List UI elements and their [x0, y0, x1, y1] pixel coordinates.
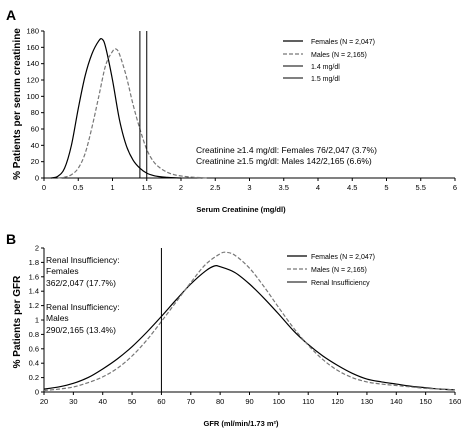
panel-b-x-tick-label: 110 — [302, 397, 314, 406]
panel-b-legend: Females (N = 2,047) Males (N = 2,165) Re… — [287, 254, 375, 287]
panel-a-x-tick-label: 5.5 — [416, 183, 426, 192]
legend-label-males: Males (N = 2,165) — [311, 52, 367, 59]
panel-a-x-tick-label: 1.5 — [142, 183, 152, 192]
panel-b-curves — [43, 248, 456, 392]
panel-b-x-tick-label: 160 — [449, 397, 462, 406]
panel-a-series-males-n-2-165-curve — [57, 48, 209, 179]
annotation-females-value: 362/2,047 (17.7%) — [46, 278, 116, 288]
legend-label-renal: Renal Insufficiency — [311, 280, 370, 287]
panel-a-y-tick-label: 180 — [26, 27, 39, 36]
panel-b-x-tick-label: 130 — [361, 397, 374, 406]
panel-b-x-tick-label: 60 — [157, 397, 165, 406]
panel-a-x-tick-label: 6 — [453, 183, 457, 192]
panel-b-y-axis-label: % Patients per GFR — [12, 275, 23, 369]
panel-b-x-tick-label: 40 — [99, 397, 107, 406]
panel-a-legend: Females (N = 2,047) Males (N = 2,165) 1.… — [283, 39, 375, 83]
panel-a-y-tick-label: 0 — [35, 174, 39, 183]
panel-a-y-tick-label: 100 — [26, 92, 39, 101]
panel-b-x-tick-label: 100 — [273, 397, 286, 406]
panel-b-y-tick-label: 0.6 — [29, 344, 39, 353]
panel-b-series-females-n-2-047-curve — [43, 265, 456, 391]
panel-a-x-axis-label: Serum Creatinine (mg/dl) — [196, 205, 286, 214]
panel-a-letter: A — [6, 7, 16, 23]
panel-a-series-females-n-2-047-curve — [50, 37, 182, 179]
annotation-females-title-2: Females — [46, 266, 79, 276]
panel-a-x-tick-label: 3.5 — [279, 183, 289, 192]
panel-b-y-tick-label: 2 — [35, 244, 39, 253]
panel-a-y-tick-label: 140 — [26, 59, 39, 68]
panel-b-annotations: Renal Insufficiency: Females 362/2,047 (… — [46, 255, 120, 335]
panel-a-x-tick-label: 2 — [179, 183, 183, 192]
annotation-males-value: 290/2,165 (13.4%) — [46, 325, 116, 335]
panel-b-y-tick-label: 0.4 — [29, 359, 39, 368]
panel-b-letter: B — [6, 231, 16, 247]
panel-a-y-tick-label: 40 — [31, 141, 39, 150]
panel-a-curves — [50, 31, 209, 179]
panel-b-y-tick-label: 1.8 — [29, 258, 39, 267]
panel-b-y-tick-label: 0.8 — [29, 330, 39, 339]
panel-b-x-tick-label: 50 — [128, 397, 136, 406]
panel-b-series-males-n-2-165-curve — [43, 251, 456, 392]
panel-b-x-tick-label: 90 — [245, 397, 253, 406]
annotation-females-title-1: Renal Insufficiency: — [46, 255, 120, 265]
panel-a-y-tick-label: 20 — [31, 157, 39, 166]
panel-a-y-tick-label: 120 — [26, 76, 39, 85]
panel-b-y-tick-label: 1 — [35, 316, 39, 325]
panel-b-x-tick-label: 140 — [390, 397, 403, 406]
annotation-males-title-2: Males — [46, 313, 69, 323]
panel-b-x-tick-label: 120 — [331, 397, 344, 406]
panel-a-y-axis-label: % Patients per serum creatinine — [12, 28, 23, 180]
panel-b-x-axis-label: GFR (ml/min/1.73 m²) — [203, 419, 279, 428]
panel-b-x-tick-label: 30 — [69, 397, 77, 406]
panel-b-y-tick-label: 1.4 — [29, 287, 39, 296]
panel-a-y-tick-label: 80 — [31, 108, 39, 117]
panel-b-x-tick-label: 70 — [187, 397, 195, 406]
panel-a-x-tick-label: 1 — [110, 183, 114, 192]
annotation-males-title-1: Renal Insufficiency: — [46, 302, 120, 312]
panel-a-x-tick-label: 0 — [42, 183, 46, 192]
panel-a-annotation-females: Creatinine ≥1.4 mg/dl: Females 76/2,047 … — [196, 145, 377, 155]
panel-a: A % Patients per serum creatinine Serum … — [6, 7, 457, 214]
panel-a-x-tick-label: 3 — [247, 183, 251, 192]
panel-b-x-tick-label: 80 — [216, 397, 224, 406]
panel-b-axes: 20 30 40 50 60 70 80 90 100 110 120 130 140 150 160 0 0.… — [29, 244, 462, 407]
panel-b-y-tick-label: 0 — [35, 388, 39, 397]
panel-a-y-tick-label: 60 — [31, 125, 39, 134]
legend-label-1-5: 1.5 mg/dl — [311, 76, 340, 83]
legend-label-females-b: Females (N = 2,047) — [311, 254, 375, 261]
panel-b: B % Patients per GFR GFR (ml/min/1.73 m²… — [6, 231, 461, 428]
panel-a-x-tick-label: 5 — [384, 183, 388, 192]
panel-a-axes: 0 0.5 1 1.5 2 2.5 3 3.5 4 4.5 5 5.5 6020406080100120… — [26, 27, 457, 193]
panel-b-x-tick-label: 20 — [40, 397, 48, 406]
panel-b-x-tick-label: 150 — [419, 397, 432, 406]
panel-a-x-tick-label: 2.5 — [210, 183, 220, 192]
legend-label-1-4: 1.4 mg/dl — [311, 64, 340, 71]
legend-label-females: Females (N = 2,047) — [311, 39, 375, 46]
panel-b-y-tick-label: 1.6 — [29, 272, 39, 281]
panel-a-y-tick-label: 160 — [26, 43, 39, 52]
panel-a-x-tick-label: 4.5 — [347, 183, 357, 192]
panel-a-x-tick-label: 0.5 — [73, 183, 83, 192]
panel-b-y-tick-label: 1.2 — [29, 301, 39, 310]
panel-b-y-tick-label: 0.2 — [29, 373, 39, 382]
legend-label-males-b: Males (N = 2,165) — [311, 267, 367, 274]
panel-a-x-tick-label: 4 — [316, 183, 320, 192]
panel-a-annotation-males: Creatinine ≥1.5 mg/dl: Males 142/2,165 (… — [196, 156, 372, 166]
